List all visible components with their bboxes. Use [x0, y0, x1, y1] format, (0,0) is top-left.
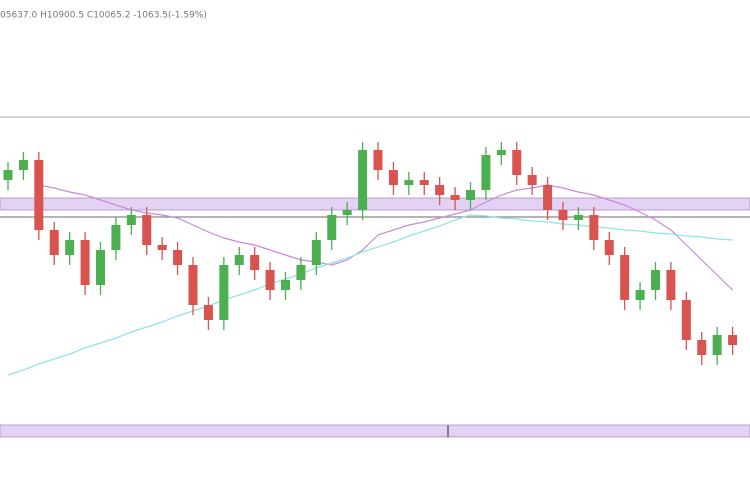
- candle-body: [142, 215, 152, 245]
- candle-body: [635, 290, 645, 300]
- candle-body: [34, 160, 44, 230]
- chart-title: 05637.0 H10900.5 C10065.2 -1063.5(-1.59%…: [0, 11, 207, 21]
- candle-body: [281, 280, 290, 290]
- candle-body: [466, 190, 475, 200]
- candle-body: [604, 240, 614, 255]
- candle-body: [481, 155, 491, 190]
- candle-body: [512, 150, 522, 175]
- candle-body: [173, 250, 183, 265]
- moving-average: [38, 184, 734, 291]
- price-band: [0, 424, 750, 438]
- candle-body: [157, 245, 167, 250]
- candle-body: [527, 175, 537, 185]
- candle-body: [126, 215, 136, 225]
- candle-body: [450, 195, 460, 200]
- candle-body: [265, 270, 275, 290]
- candle-body: [111, 225, 121, 250]
- candle-body: [419, 180, 429, 185]
- candle-body: [373, 150, 383, 170]
- candle-body: [327, 215, 337, 240]
- candle-body: [435, 185, 445, 195]
- candle-body: [543, 185, 553, 210]
- candle-body: [203, 305, 213, 320]
- candle-body: [697, 340, 707, 355]
- candle-body: [712, 335, 722, 355]
- bands-layer: [0, 116, 750, 438]
- candle-body: [234, 255, 244, 265]
- candle-body: [388, 170, 398, 185]
- candle-body: [589, 215, 599, 240]
- moving-average: [7, 214, 733, 376]
- candle-body: [3, 170, 13, 180]
- candle-body: [651, 270, 660, 290]
- candle-body: [404, 180, 414, 185]
- candle-body: [558, 210, 568, 220]
- candle-body: [18, 160, 28, 170]
- candle-body: [496, 150, 506, 155]
- candle-body: [250, 255, 260, 270]
- candle-body: [342, 210, 352, 215]
- candle-body: [80, 240, 90, 285]
- candle-body: [620, 255, 630, 300]
- candles-layer: [3, 142, 738, 365]
- candle-body: [296, 265, 306, 280]
- candle-body: [573, 215, 583, 220]
- candle-body: [311, 240, 321, 265]
- candle-body: [49, 230, 59, 255]
- candle-body: [358, 150, 368, 210]
- candle-body: [681, 300, 691, 340]
- candle-body: [666, 270, 676, 300]
- candle-body: [96, 250, 105, 285]
- candle-body: [65, 240, 75, 255]
- candle-body: [188, 265, 198, 305]
- ma-layer: [7, 184, 734, 376]
- candle-body: [728, 335, 738, 345]
- candle-body: [219, 265, 229, 320]
